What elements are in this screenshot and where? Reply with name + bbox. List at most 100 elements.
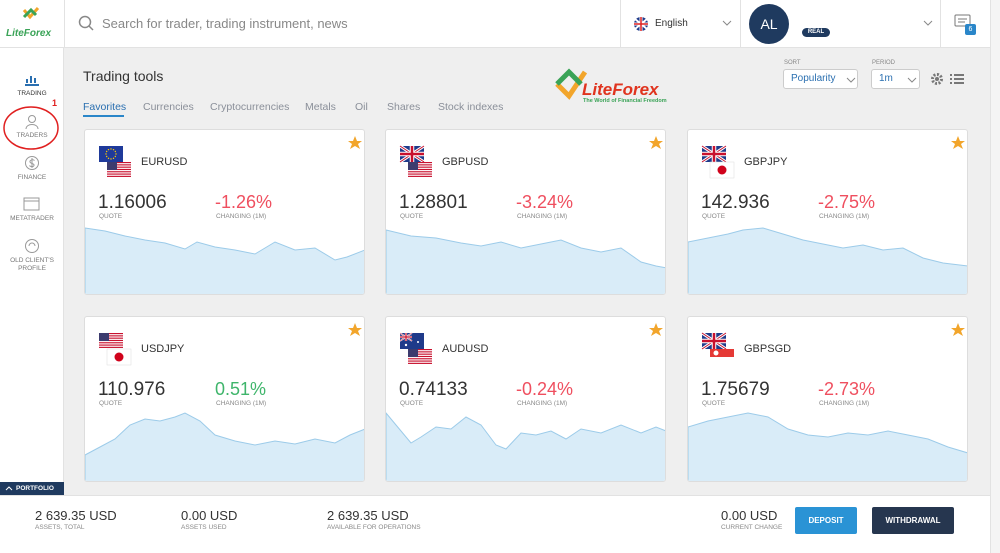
- stat-label: ASSETS USED: [181, 524, 227, 531]
- divider: [940, 0, 941, 48]
- pair-name: USDJPY: [141, 343, 185, 355]
- logo-icon: [22, 7, 40, 20]
- flag-part: [115, 153, 117, 155]
- flag-part: [404, 343, 408, 347]
- flag: [701, 331, 727, 351]
- logo-text: LiteForex: [6, 28, 52, 39]
- divider: [620, 0, 621, 48]
- settings-icon[interactable]: [930, 72, 944, 86]
- language-select[interactable]: English: [655, 18, 688, 29]
- flag: [399, 144, 425, 164]
- flag-part: [702, 146, 726, 162]
- quote-label: QUOTE: [400, 400, 424, 407]
- annotation-circle: [3, 106, 59, 150]
- flag-part: [99, 344, 123, 346]
- flag-part: [99, 342, 123, 344]
- annotation-number: 1: [52, 98, 58, 108]
- flag-part: [112, 157, 115, 160]
- flag-part: [710, 357, 734, 365]
- quote: 110.976: [98, 379, 165, 400]
- period-label: PERIOD: [872, 60, 896, 66]
- metatrader-icon: [23, 197, 40, 211]
- chevron: [907, 77, 917, 83]
- notification-icon[interactable]: [954, 14, 974, 30]
- flag-part: [408, 162, 432, 164]
- tab[interactable]: Metals: [305, 101, 336, 113]
- favorite-star[interactable]: [348, 323, 362, 336]
- favorite-star[interactable]: [348, 136, 362, 149]
- quote-label: QUOTE: [99, 400, 123, 407]
- flag-part: [99, 337, 123, 339]
- flag-part: [99, 346, 123, 348]
- flag: [701, 144, 727, 164]
- button[interactable]: WITHDRAWAL: [872, 507, 954, 534]
- avatar[interactable]: AL: [749, 4, 789, 44]
- instrument-card[interactable]: EURUSD 1.16006 QUOTE -1.26% CHANGING (1M): [84, 129, 365, 295]
- favorite-star[interactable]: [649, 323, 663, 336]
- stat-label: AVAILABLE FOR OPERATIONS: [327, 524, 421, 531]
- tab[interactable]: Stock indexes: [438, 101, 504, 113]
- flag-part: [408, 358, 432, 360]
- flag-part: [408, 360, 432, 362]
- flag-part: [400, 333, 412, 341]
- tab[interactable]: Currencies: [143, 101, 194, 113]
- change: -2.73%: [818, 379, 875, 399]
- favorite-star[interactable]: [951, 323, 965, 336]
- tab[interactable]: Shares: [387, 101, 421, 113]
- flag-part: [408, 362, 432, 364]
- scrollbar[interactable]: [990, 0, 1000, 553]
- chevron: [923, 20, 933, 26]
- page-title: Trading tools: [83, 68, 164, 84]
- flag-part: [99, 333, 109, 341]
- flag-part: [107, 175, 131, 177]
- search-input[interactable]: Search for trader, trading instrument, n…: [102, 16, 348, 31]
- portfolio-arrow: [5, 486, 13, 491]
- period-select[interactable]: 1m: [871, 69, 920, 89]
- chevron: [722, 20, 732, 26]
- flag-part: [107, 164, 131, 166]
- tab-underline: [83, 115, 124, 117]
- top-bar: LiteForex Search for trader, trading ins…: [0, 0, 1000, 48]
- divider: [64, 0, 65, 48]
- nav-trading[interactable]: TRADING: [17, 90, 47, 97]
- portfolio-toggle[interactable]: PORTFOLIO: [0, 482, 64, 495]
- pair-name: AUDUSD: [442, 343, 489, 355]
- sort-select[interactable]: Popularity: [783, 69, 858, 89]
- change: -3.24%: [516, 192, 573, 212]
- nav-finance[interactable]: FINANCE: [17, 174, 47, 181]
- chevron: [846, 77, 856, 83]
- nav-traders[interactable]: TRADERS: [16, 132, 48, 139]
- instrument-card[interactable]: AUDUSD 0.74133 QUOTE -0.24% CHANGING (1M): [385, 316, 666, 482]
- instrument-card[interactable]: GBPSGD 1.75679 QUOTE -2.73% CHANGING (1M): [687, 316, 968, 482]
- instrument-card[interactable]: GBPJPY 142.936 QUOTE -2.75% CHANGING (1M): [687, 129, 968, 295]
- favorite-star[interactable]: [649, 136, 663, 149]
- brand-slogan: The World of Financial Freedom: [583, 98, 667, 104]
- tab[interactable]: Oil: [355, 101, 368, 113]
- notification-badge: 6: [965, 24, 976, 35]
- instrument-card[interactable]: USDJPY 110.976 QUOTE 0.51% CHANGING (1M): [84, 316, 365, 482]
- finance-icon: [25, 156, 39, 170]
- flag-part: [408, 166, 432, 168]
- flag-part: [114, 352, 124, 362]
- list-view-icon[interactable]: [950, 73, 964, 85]
- change: -0.24%: [516, 379, 573, 399]
- pair-name: GBPSGD: [744, 343, 791, 355]
- flag-part: [110, 158, 112, 160]
- flag-part: [417, 341, 419, 343]
- flag-part: [717, 165, 727, 175]
- nav-metatrader[interactable]: METATRADER: [10, 215, 54, 222]
- favorite-star[interactable]: [951, 136, 965, 149]
- change-label: CHANGING (1M): [517, 213, 567, 220]
- change: -1.26%: [215, 192, 272, 212]
- nav-old-profile[interactable]: OLD CLIENT'S PROFILE: [10, 257, 54, 272]
- trading-icon: [25, 76, 39, 86]
- tab[interactable]: Favorites: [83, 101, 127, 113]
- tab[interactable]: Cryptocurrencies: [210, 101, 290, 113]
- flag-part: [110, 148, 112, 150]
- button[interactable]: DEPOSIT: [795, 507, 857, 534]
- stat-value: 2 639.35 USD: [35, 508, 117, 523]
- footer: 2 639.35 USD ASSETS, TOTAL 0.00 USD ASSETS …: [0, 495, 990, 553]
- instrument-card[interactable]: GBPUSD 1.28801 QUOTE -3.24% CHANGING (1M): [385, 129, 666, 295]
